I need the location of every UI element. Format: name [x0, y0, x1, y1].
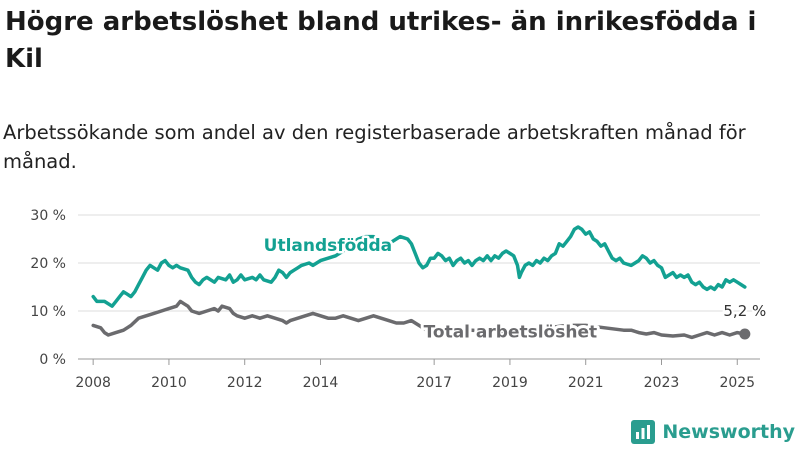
y-tick-label: 30 %: [30, 208, 66, 224]
x-tick-label: 2019: [492, 375, 528, 391]
chart-subtitle: Arbetssökande som andel av den registerb…: [3, 121, 746, 173]
line-chart: 2008 2010 2012 2014 2017 2019 2021 2023 2025 0 %…: [30, 208, 768, 391]
series-line-total-arbetsloshet: [91, 299, 747, 340]
x-tick-label: 2021: [568, 375, 604, 391]
x-tick-label: 2025: [719, 375, 755, 391]
x-tick-label: 2014: [303, 375, 339, 391]
last-value-marker: [739, 328, 751, 340]
last-value-label: 5,2 %: [723, 302, 766, 320]
brand-name: Newsworthy: [662, 421, 795, 443]
x-tick-label: 2023: [644, 375, 680, 391]
y-tick-label: 0 %: [39, 352, 66, 368]
series-label-total-arbetsloshet: Total arbetslöshet: [424, 322, 598, 342]
bar-chart-logo-icon: [631, 420, 656, 444]
y-tick-label: 20 %: [30, 256, 66, 272]
chart-title: Högre arbetslöshet bland utrikes- än inr…: [5, 7, 757, 74]
x-tick-label: 2012: [227, 375, 263, 391]
x-tick-label: 2008: [75, 375, 111, 391]
x-tick-label: 2017: [416, 375, 452, 391]
newsworthy-logo: Newsworthy: [631, 420, 795, 444]
x-tick-label: 2010: [151, 375, 187, 391]
series-line-utlandsfodda: [91, 225, 747, 308]
series-label-utlandsfodda: Utlandsfödda: [264, 236, 393, 256]
y-tick-label: 10 %: [30, 304, 66, 320]
